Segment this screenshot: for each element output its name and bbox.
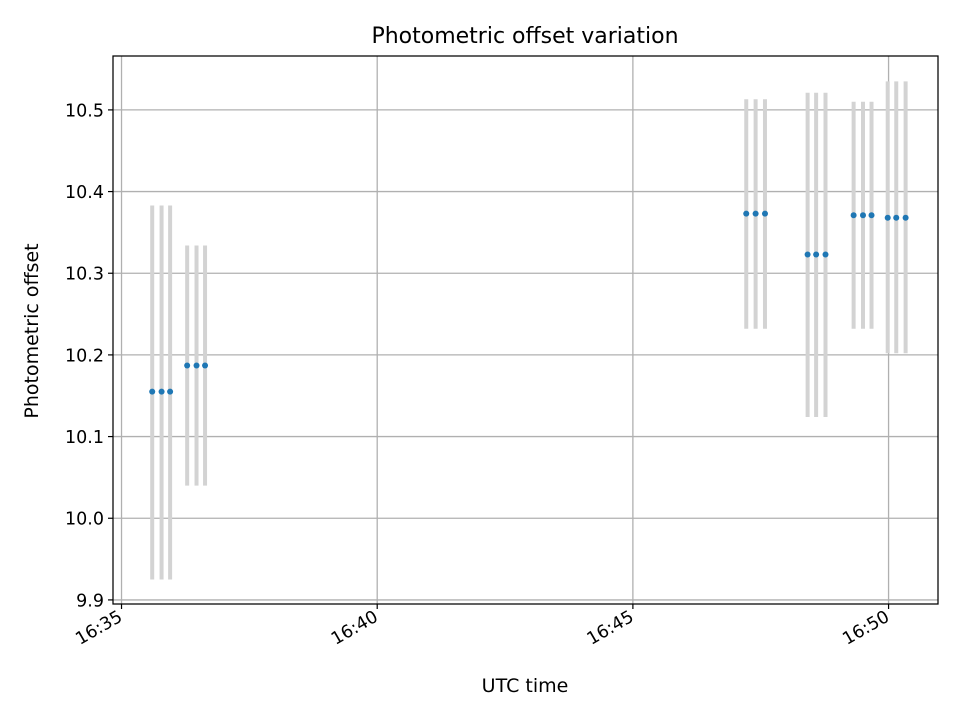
- y-tick-label: 10.3: [65, 265, 104, 285]
- x-axis-label: UTC time: [482, 675, 569, 697]
- data-point: [184, 362, 191, 369]
- x-axis-ticks: 16:35 16:40 16:45 16:50: [72, 604, 893, 650]
- data-point: [868, 212, 875, 219]
- y-tick-label: 10.5: [65, 101, 104, 121]
- y-axis-label: Photometric offset: [21, 243, 43, 418]
- data-point: [743, 210, 750, 217]
- data-point: [193, 362, 200, 369]
- x-tick-label: 16:35: [72, 607, 126, 650]
- data-point: [149, 388, 156, 395]
- y-tick-label: 10.4: [65, 183, 104, 203]
- data-point: [158, 388, 165, 395]
- x-tick-label: 16:40: [328, 607, 382, 650]
- data-point: [761, 210, 768, 217]
- error-bars: [150, 81, 908, 580]
- data-point: [850, 212, 857, 219]
- data-point: [822, 251, 829, 258]
- data-point: [813, 251, 820, 258]
- x-tick-label: 16:50: [839, 607, 893, 650]
- chart-title: Photometric offset variation: [371, 24, 678, 49]
- y-tick-label: 10.0: [65, 510, 104, 530]
- x-tick-label: 16:45: [584, 607, 638, 650]
- data-point: [167, 388, 174, 395]
- data-point: [884, 214, 891, 221]
- data-point: [860, 212, 866, 219]
- data-point: [202, 362, 209, 369]
- y-tick-label: 10.2: [65, 346, 104, 366]
- data-points: [149, 210, 909, 395]
- data-point: [752, 210, 759, 217]
- y-tick-label: 10.1: [65, 428, 104, 448]
- data-point: [804, 251, 811, 258]
- data-point: [902, 214, 909, 221]
- y-axis-ticks: 9.9 10.0 10.1 10.2 10.3 10.4 10.5: [65, 101, 113, 611]
- plot-frame: [112, 55, 939, 605]
- y-tick-label: 9.9: [76, 591, 104, 611]
- data-point: [893, 214, 900, 221]
